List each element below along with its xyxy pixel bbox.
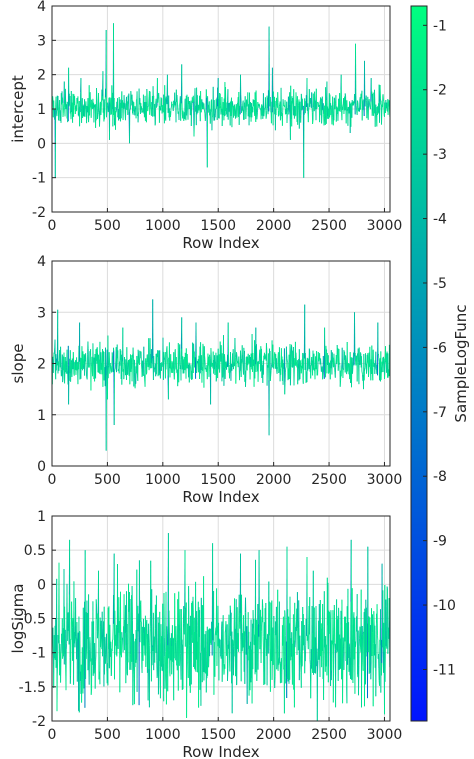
- x-tick-label: 3000: [367, 472, 403, 488]
- y-axis-label: slope: [9, 344, 27, 384]
- colorbar-tick-label: -3: [433, 147, 447, 163]
- y-tick-label: 1: [37, 509, 46, 525]
- y-tick-label: -1: [32, 171, 46, 187]
- colorbar: -1 -2 -3 -4 -5 -6 -7 -8 -9 -10 -11 SampleLogFunc: [410, 5, 470, 722]
- colorbar-tick-label: -5: [433, 276, 447, 292]
- colorbar-tick-label: -6: [433, 340, 447, 356]
- colorbar-tick-label: -11: [433, 662, 456, 678]
- x-tick-label: 2000: [256, 472, 292, 488]
- x-tick-label: 1000: [145, 727, 181, 743]
- y-tick-label: 0: [37, 577, 46, 593]
- x-tick-label: 2000: [256, 727, 292, 743]
- x-tick-label: 1000: [145, 218, 181, 234]
- colorbar-label: SampleLogFunc: [452, 304, 470, 422]
- y-axis-label: intercept: [9, 75, 27, 143]
- y-tick-label: 4: [37, 0, 46, 15]
- y-tick-label: -0.5: [19, 612, 46, 628]
- x-tick-label: 3000: [367, 727, 403, 743]
- y-tick-label: -2: [32, 714, 46, 730]
- y-tick-label: 1: [37, 102, 46, 118]
- colorbar-tick-label: -8: [433, 469, 447, 485]
- x-axis-label: Row Index: [182, 488, 259, 506]
- x-tick-label: 500: [94, 472, 121, 488]
- y-tick-label: 0: [37, 459, 46, 475]
- x-axis-label: Row Index: [182, 234, 259, 252]
- x-tick-label: 0: [48, 727, 57, 743]
- colorbar-tick-label: -10: [433, 598, 456, 614]
- x-tick-label: 0: [48, 218, 57, 234]
- panel-slope: 0 500 1000 1500 2000 2500 3000 0 1 2 3 4 Row Index…: [9, 254, 402, 506]
- x-tick-label: 500: [94, 218, 121, 234]
- y-tick-label: 2: [37, 68, 46, 84]
- panel-intercept: 0 500 1000 1500 2000 2500 3000 -2 -1 0 1 2 3 4 Row I…: [9, 0, 402, 252]
- x-tick-label: 3000: [367, 218, 403, 234]
- colorbar-tick-label: -4: [433, 212, 447, 228]
- colorbar-tick-label: -1: [433, 18, 447, 34]
- x-axis-label: Row Index: [182, 743, 259, 759]
- y-axis-label: logSigma: [9, 584, 27, 654]
- x-tick-label: 2500: [311, 727, 347, 743]
- x-tick-label: 2500: [311, 218, 347, 234]
- y-tick-label: 3: [37, 33, 46, 49]
- colorbar-tick-label: -9: [433, 534, 447, 550]
- x-tick-label: 500: [94, 727, 121, 743]
- y-tick-label: 3: [37, 305, 46, 321]
- y-tick-label: 4: [37, 254, 46, 270]
- x-tick-label: 1000: [145, 472, 181, 488]
- y-tick-label: 1: [37, 408, 46, 424]
- colorbar-tick-label: -7: [433, 405, 447, 421]
- x-tick-label: 1500: [200, 727, 236, 743]
- panel-logsigma: 0 500 1000 1500 2000 2500 3000 -2 -1.5 -1 -0.5 0 0.…: [9, 509, 402, 759]
- x-tick-label: 2000: [256, 218, 292, 234]
- y-tick-label: 2: [37, 357, 46, 373]
- x-tick-label: 1500: [200, 218, 236, 234]
- y-tick-label: 0: [37, 136, 46, 152]
- y-tick-label: -2: [32, 205, 46, 221]
- x-tick-label: 2500: [311, 472, 347, 488]
- y-tick-label: -1.5: [19, 680, 46, 696]
- x-tick-label: 0: [48, 472, 57, 488]
- y-tick-label: 0.5: [24, 543, 46, 559]
- colorbar-gradient: [410, 5, 428, 722]
- y-tick-label: -1: [32, 646, 46, 662]
- colorbar-tick-label: -2: [433, 83, 447, 99]
- x-tick-label: 1500: [200, 472, 236, 488]
